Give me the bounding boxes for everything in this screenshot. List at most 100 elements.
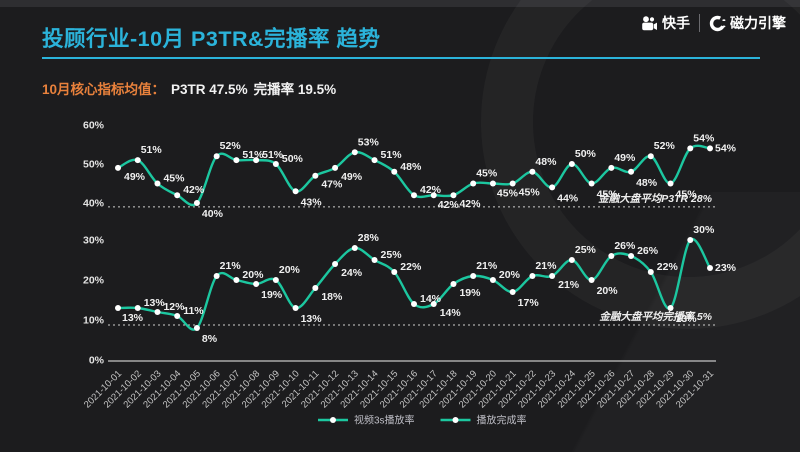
kuaishou-camera-icon [642,15,657,30]
kuaishou-logo: 快手 [641,13,690,33]
data-point-dot [568,257,575,263]
data-point-label: 42% [183,184,205,196]
data-point-dot [253,281,260,287]
data-point-dot [529,168,536,175]
data-point-dot [391,269,398,275]
data-point-dot [134,157,141,164]
data-point-label: 25% [575,244,597,256]
subtitle: 10月核心指标均值： P3TR 47.5% 完播率 19.5% [42,78,336,98]
data-point-label: 19% [459,287,481,299]
data-point-label: 20% [597,285,619,297]
y-axis-tick-label: 10% [83,315,105,327]
data-point-label: 13% [144,297,166,309]
legend-label: 播放完成率 [477,414,527,427]
data-point-dot [292,188,299,195]
data-point-label: 51% [242,149,264,161]
data-point-label: 49% [341,171,363,183]
y-axis-tick-label: 30% [83,235,105,247]
data-point-label: 50% [282,153,304,165]
data-point-dot [312,285,319,291]
logo-separator [699,14,700,32]
data-point-label: 28% [358,232,380,244]
data-point-label: 19% [261,289,283,301]
data-point-dot [292,305,299,311]
data-point-label: 47% [321,179,343,191]
y-axis-tick-label: 50% [83,159,105,171]
data-point-dot [568,161,575,167]
data-point-dot [411,301,417,307]
data-point-dot [667,305,674,311]
data-point-dot [312,172,319,179]
data-point-label: 24% [341,267,363,279]
data-point-dot [667,180,674,187]
corner-light-band [440,192,800,452]
data-point-dot [253,157,260,164]
data-point-dot [174,313,181,319]
data-point-dot [272,161,279,167]
data-point-dot [272,277,279,283]
data-point-dot [351,149,358,156]
data-point-dot [233,157,240,164]
subtitle-completion-value: 完播率 19.5% [253,82,337,97]
data-point-dot [115,305,121,311]
data-point-dot [549,273,556,279]
data-point-label: 13% [122,312,144,324]
data-point-dot [707,145,713,152]
data-point-label: 45% [497,188,519,200]
y-axis-tick-label: 20% [83,275,105,287]
data-point-dot [450,192,457,199]
data-point-dot [213,273,220,279]
subtitle-p3tr-value: P3TR 47.5% [171,82,248,97]
data-point-label: 26% [637,245,659,257]
data-point-dot [450,281,457,287]
magnetic-engine-label: 磁力引擎 [730,15,786,31]
data-point-label: 45% [519,187,541,199]
data-point-label: 53% [358,136,380,148]
data-point-dot [509,180,516,187]
data-point-label: 13% [676,313,698,325]
legend-label: 视频3s播放率 [354,414,415,427]
data-point-label: 11% [183,305,204,317]
data-point-dot [628,168,635,175]
data-point-label: 42% [438,199,460,211]
data-point-label: 13% [301,313,323,325]
magnetic-engine-logo: 磁力引擎 [709,13,786,33]
data-point-label: 21% [558,279,580,291]
data-point-dot [233,277,240,283]
data-point-dot [647,153,654,160]
data-point-dot [193,200,200,206]
data-point-label: 22% [400,261,422,273]
data-point-label: 22% [657,261,679,273]
data-point-dot [707,265,713,271]
data-point-dot [391,168,398,175]
data-point-label: 48% [636,177,658,189]
data-point-label: 42% [420,184,442,196]
data-point-label: 51% [141,144,163,156]
data-point-label: 23% [715,262,737,274]
data-point-dot [529,273,536,279]
y-axis-tick-label: 0% [89,355,105,367]
data-point-label: 44% [557,192,579,204]
top-edge-strip [0,0,800,7]
y-axis-tick-label: 60% [83,120,105,132]
data-point-label: 51% [381,149,403,161]
data-point-label: 25% [381,249,403,261]
magnetic-engine-icon [709,15,726,31]
data-point-dot [470,273,477,279]
data-point-dot [332,164,339,171]
data-point-dot [549,184,556,191]
data-point-label: 45% [476,168,498,180]
data-point-label: 54% [715,142,737,154]
subtitle-label: 10月核心指标均值： [42,82,166,97]
data-point-dot [213,153,220,160]
data-point-label: 14% [440,307,462,319]
data-point-dot [430,192,437,199]
data-point-label: 8% [202,333,218,345]
data-point-label: 43% [301,196,323,208]
legend-marker-dot [330,417,336,423]
data-point-label: 52% [220,140,242,152]
data-point-label: 51% [262,149,284,161]
data-point-dot [509,289,516,295]
